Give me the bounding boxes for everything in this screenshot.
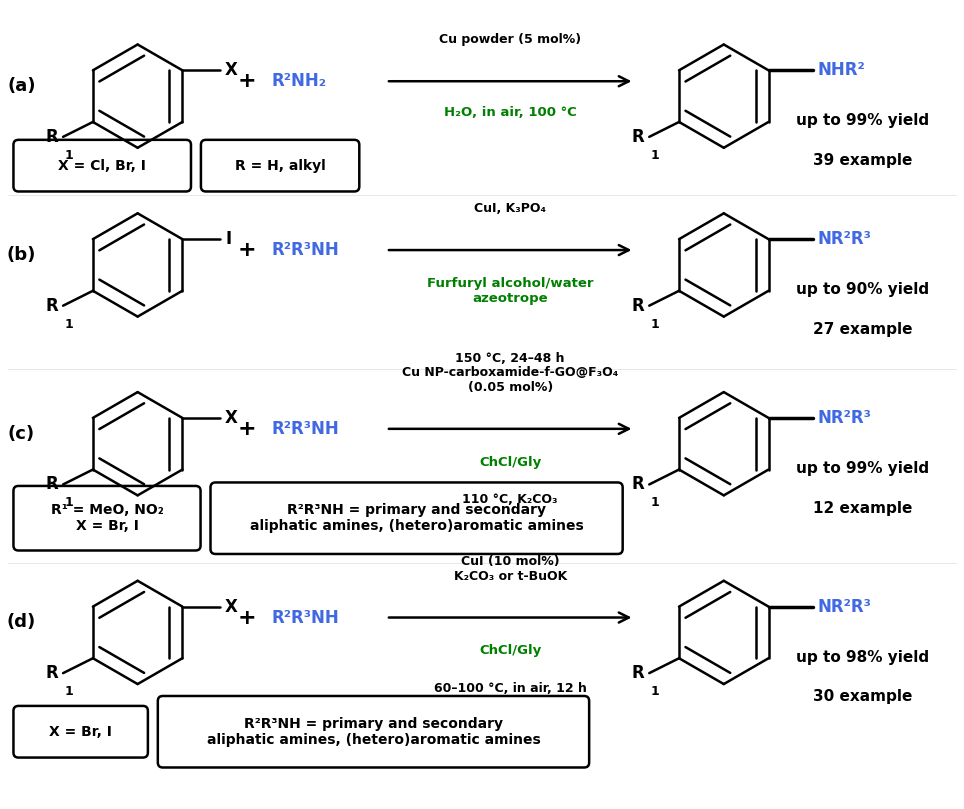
Text: ChCl/Gly: ChCl/Gly xyxy=(479,644,542,658)
Text: R²R³NH: R²R³NH xyxy=(272,608,339,626)
Text: NHR²: NHR² xyxy=(817,61,865,79)
Text: 1: 1 xyxy=(64,149,73,162)
Text: X = Br, I: X = Br, I xyxy=(49,725,112,739)
Text: X = Cl, Br, I: X = Cl, Br, I xyxy=(58,159,147,172)
Text: R²NH₂: R²NH₂ xyxy=(272,72,327,91)
Text: R: R xyxy=(631,128,644,146)
Text: R: R xyxy=(45,128,58,146)
Text: R = H, alkyl: R = H, alkyl xyxy=(234,159,326,172)
Text: 1: 1 xyxy=(651,497,659,510)
Text: 1: 1 xyxy=(64,497,73,510)
Text: 1: 1 xyxy=(64,318,73,331)
Text: Cu NP-carboxamide-f-GO@F₃O₄
(0.05 mol%): Cu NP-carboxamide-f-GO@F₃O₄ (0.05 mol%) xyxy=(402,366,618,394)
Text: R: R xyxy=(45,664,58,682)
Text: +: + xyxy=(237,419,256,438)
Text: X: X xyxy=(225,409,238,427)
Text: R¹ = MeO, NO₂
X = Br, I: R¹ = MeO, NO₂ X = Br, I xyxy=(51,503,163,533)
Text: R²R³NH: R²R³NH xyxy=(272,241,339,259)
Text: +: + xyxy=(237,608,256,628)
Text: 110 °C, K₂CO₃: 110 °C, K₂CO₃ xyxy=(463,493,558,506)
Text: R: R xyxy=(631,297,644,315)
Text: 39 example: 39 example xyxy=(814,153,913,168)
Text: X: X xyxy=(225,61,238,79)
Text: up to 98% yield: up to 98% yield xyxy=(796,650,929,665)
Text: 27 example: 27 example xyxy=(813,322,913,337)
Text: ChCl/Gly: ChCl/Gly xyxy=(479,455,542,468)
FancyBboxPatch shape xyxy=(13,706,147,757)
Text: (a): (a) xyxy=(7,77,36,95)
Text: CuI, K₃PO₄: CuI, K₃PO₄ xyxy=(474,202,547,215)
Text: (c): (c) xyxy=(8,425,35,443)
Text: +: + xyxy=(237,71,256,91)
Text: up to 99% yield: up to 99% yield xyxy=(796,113,929,129)
Text: 1: 1 xyxy=(651,149,659,162)
FancyBboxPatch shape xyxy=(210,482,623,554)
Text: X: X xyxy=(225,598,238,616)
FancyBboxPatch shape xyxy=(158,696,589,768)
Text: 12 example: 12 example xyxy=(814,501,913,516)
Text: R: R xyxy=(631,476,644,493)
Text: R²R³NH = primary and secondary
aliphatic amines, (hetero)aromatic amines: R²R³NH = primary and secondary aliphatic… xyxy=(206,717,541,747)
FancyBboxPatch shape xyxy=(201,140,360,192)
Text: 150 °C, 24–48 h: 150 °C, 24–48 h xyxy=(455,353,565,366)
Text: NR²R³: NR²R³ xyxy=(817,230,871,248)
Text: R: R xyxy=(45,476,58,493)
Text: up to 90% yield: up to 90% yield xyxy=(796,282,929,297)
Text: Furfuryl alcohol/water
azeotrope: Furfuryl alcohol/water azeotrope xyxy=(427,277,594,305)
Text: NR²R³: NR²R³ xyxy=(817,598,871,616)
Text: 1: 1 xyxy=(64,685,73,698)
Text: 60–100 °C, in air, 12 h: 60–100 °C, in air, 12 h xyxy=(434,682,587,695)
Text: R²R³NH = primary and secondary
aliphatic amines, (hetero)aromatic amines: R²R³NH = primary and secondary aliphatic… xyxy=(250,503,583,533)
Text: (b): (b) xyxy=(7,246,36,264)
Text: up to 99% yield: up to 99% yield xyxy=(796,461,929,476)
Text: +: + xyxy=(237,240,256,260)
FancyBboxPatch shape xyxy=(13,486,201,550)
Text: (d): (d) xyxy=(7,613,36,632)
Text: 30 example: 30 example xyxy=(814,689,913,705)
Text: CuI (10 mol%)
K₂CO₃ or t-BuOK: CuI (10 mol%) K₂CO₃ or t-BuOK xyxy=(453,555,567,582)
Text: R: R xyxy=(45,297,58,315)
Text: H₂O, in air, 100 °C: H₂O, in air, 100 °C xyxy=(443,106,576,119)
Text: Cu powder (5 mol%): Cu powder (5 mol%) xyxy=(440,33,581,46)
Text: 1: 1 xyxy=(651,318,659,331)
Text: R²R³NH: R²R³NH xyxy=(272,420,339,438)
Text: 1: 1 xyxy=(651,685,659,698)
FancyBboxPatch shape xyxy=(13,140,191,192)
Text: I: I xyxy=(225,230,231,248)
Text: R: R xyxy=(631,664,644,682)
Text: NR²R³: NR²R³ xyxy=(817,409,871,427)
